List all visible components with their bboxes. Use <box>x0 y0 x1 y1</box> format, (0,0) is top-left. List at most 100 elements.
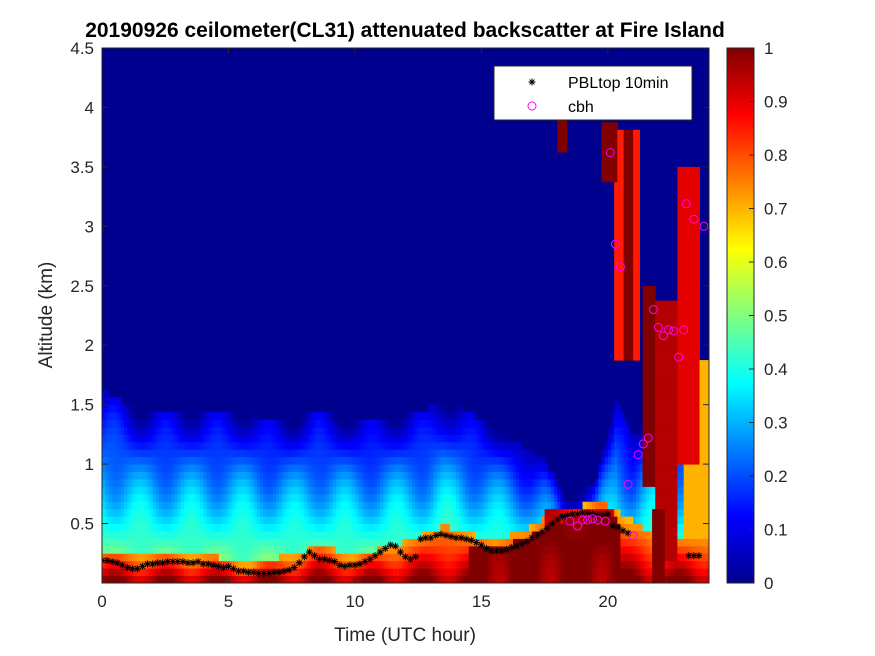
heatmap-cell <box>693 560 697 569</box>
heatmap-cell <box>190 478 195 487</box>
heatmap-cell <box>607 159 612 168</box>
heatmap-cell <box>130 426 135 435</box>
heatmap-cell <box>203 575 207 583</box>
heatmap-cell <box>158 471 163 480</box>
heatmap-cell <box>693 300 697 309</box>
heatmap-cell <box>475 441 479 450</box>
heatmap-cell <box>380 568 384 577</box>
heatmap-cell <box>250 419 255 428</box>
heatmap-cell <box>354 419 359 428</box>
heatmap-cell <box>171 441 176 450</box>
heatmap-cell <box>332 426 337 435</box>
heatmap-cell <box>459 568 463 577</box>
heatmap-cell <box>266 471 271 480</box>
heatmap-cell <box>263 545 267 554</box>
heatmap-cell <box>452 501 457 510</box>
heatmap-cell <box>155 545 160 554</box>
heatmap-cell <box>680 553 685 562</box>
heatmap-cell <box>690 493 694 502</box>
heatmap-cell <box>361 575 365 583</box>
heatmap-cell <box>633 486 637 495</box>
heatmap-cell <box>658 308 663 316</box>
heatmap-cell <box>471 486 476 495</box>
heatmap-cell <box>658 478 663 487</box>
heatmap-cell <box>247 575 252 583</box>
heatmap-cell <box>699 516 704 525</box>
heatmap-cell <box>298 464 302 473</box>
heatmap-cell <box>642 523 647 532</box>
heatmap-cell <box>645 530 650 539</box>
heatmap-cell <box>696 293 701 302</box>
heatmap-cell <box>310 471 315 480</box>
heatmap-cell <box>563 516 568 525</box>
heatmap-cell <box>658 300 663 309</box>
heatmap-cell <box>133 523 138 532</box>
heatmap-cell <box>218 478 223 487</box>
heatmap-cell <box>285 575 290 583</box>
heatmap-cell <box>190 493 195 502</box>
heatmap-cell <box>301 434 305 443</box>
heatmap-cell <box>383 426 388 435</box>
heatmap-cell <box>263 508 267 517</box>
heatmap-cell <box>171 449 176 458</box>
heatmap-cell <box>345 575 350 583</box>
heatmap-cell <box>573 560 577 569</box>
heatmap-cell <box>430 538 435 547</box>
heatmap-cell <box>149 478 154 487</box>
heatmap-cell <box>190 530 195 539</box>
heatmap-cell <box>512 478 517 487</box>
heatmap-cell <box>522 568 527 577</box>
heatmap-cell <box>462 449 467 458</box>
heatmap-cell <box>446 568 451 577</box>
heatmap-cell <box>449 575 454 583</box>
heatmap-cell <box>462 516 467 525</box>
heatmap-cell <box>184 434 188 443</box>
heatmap-cell <box>686 389 691 398</box>
heatmap-cell <box>658 516 663 525</box>
heatmap-cell <box>547 538 552 547</box>
heatmap-cell <box>187 530 192 539</box>
heatmap-cell <box>342 456 346 465</box>
heatmap-cell <box>623 226 628 235</box>
heatmap-cell <box>143 523 147 532</box>
heatmap-cell <box>702 374 707 383</box>
heatmap-cell <box>421 478 425 487</box>
heatmap-cell <box>677 196 682 205</box>
heatmap-cell <box>143 493 147 502</box>
heatmap-cell <box>538 538 542 547</box>
heatmap-cell <box>316 575 321 583</box>
heatmap-cell <box>620 308 625 316</box>
heatmap-cell <box>481 486 486 495</box>
heatmap-cell <box>456 508 460 517</box>
heatmap-cell <box>582 516 587 525</box>
heatmap-cell <box>528 553 533 562</box>
heatmap-cell <box>263 575 267 583</box>
heatmap-cell <box>200 568 204 577</box>
heatmap-cell <box>285 426 290 435</box>
heatmap-cell <box>143 426 147 435</box>
heatmap-cell <box>117 530 122 539</box>
heatmap-cell <box>490 560 495 569</box>
heatmap-cell <box>614 538 618 547</box>
heatmap-cell <box>120 478 125 487</box>
heatmap-cell <box>598 478 603 487</box>
heatmap-cell <box>209 575 214 583</box>
heatmap-cell <box>383 456 388 465</box>
heatmap-cell <box>487 545 492 554</box>
heatmap-cell <box>354 516 359 525</box>
heatmap-cell <box>674 553 678 562</box>
heatmap-cell <box>680 204 685 212</box>
heatmap-cell <box>130 575 135 583</box>
heatmap-cell <box>690 315 694 324</box>
heatmap-cell <box>468 545 473 554</box>
heatmap-cell <box>601 471 606 480</box>
heatmap-cell <box>629 152 634 160</box>
heatmap-cell <box>667 315 672 324</box>
heatmap-cell <box>475 545 479 554</box>
heatmap-cell <box>247 508 252 517</box>
heatmap-cell <box>386 464 391 473</box>
heatmap-cell <box>484 568 489 577</box>
heatmap-cell <box>256 478 261 487</box>
heatmap-cell <box>184 419 188 428</box>
heatmap-cell <box>677 352 682 361</box>
